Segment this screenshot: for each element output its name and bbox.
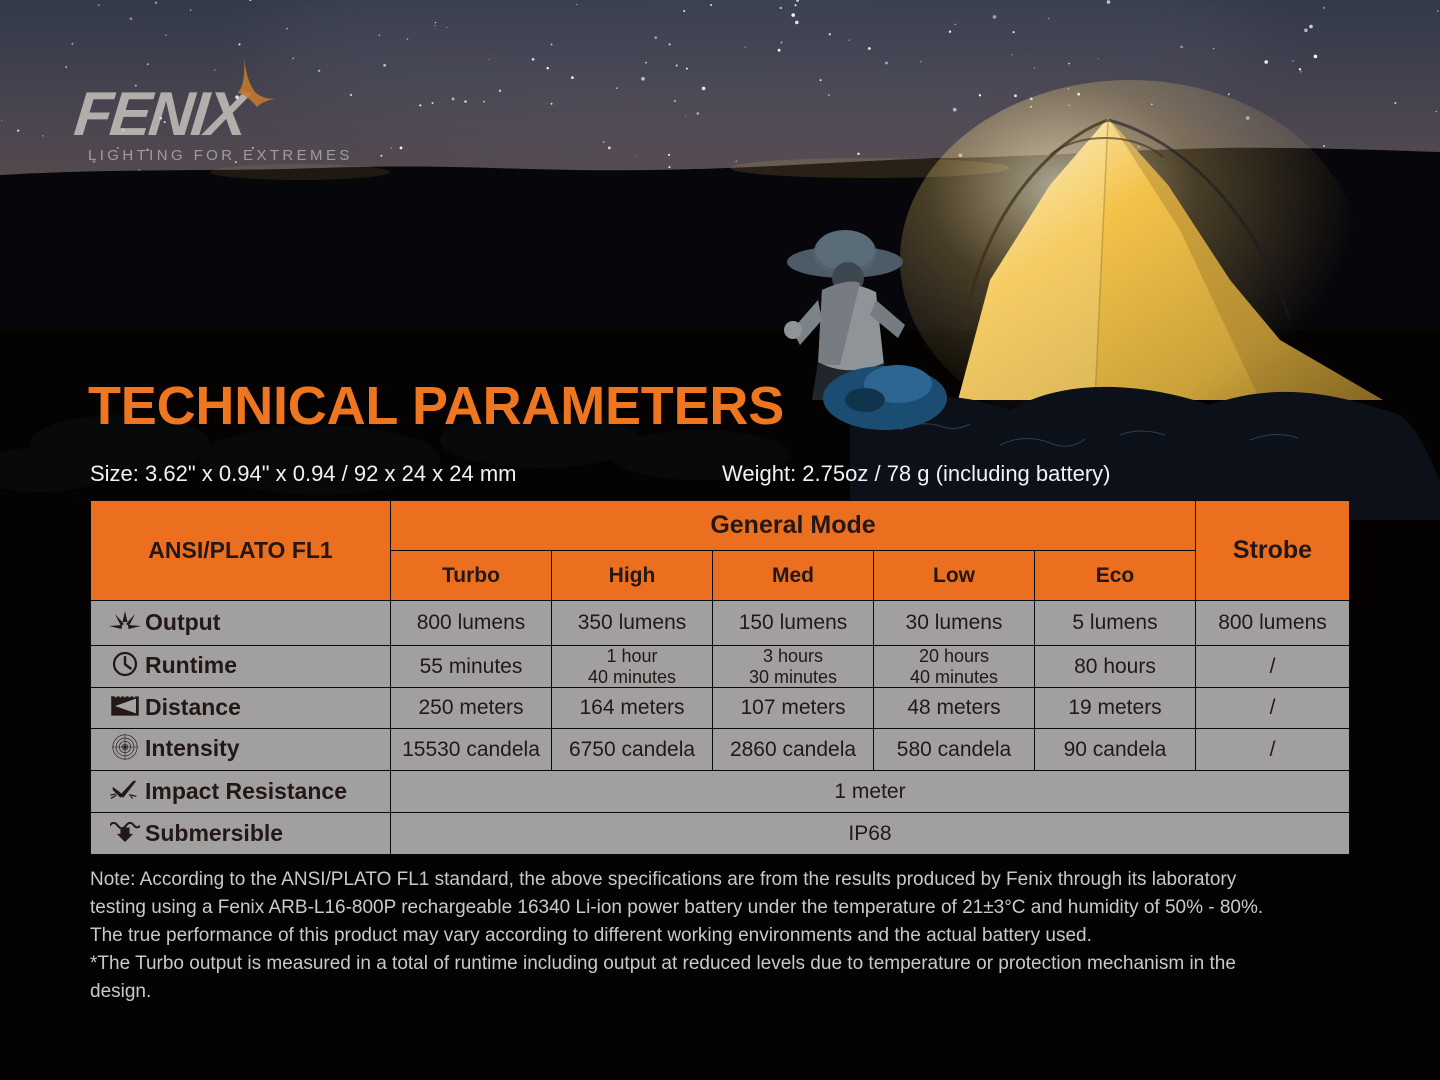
svg-text:LIGHTING FOR EXTREMES: LIGHTING FOR EXTREMES (88, 147, 353, 164)
svg-text:FENIX: FENIX (71, 80, 254, 149)
